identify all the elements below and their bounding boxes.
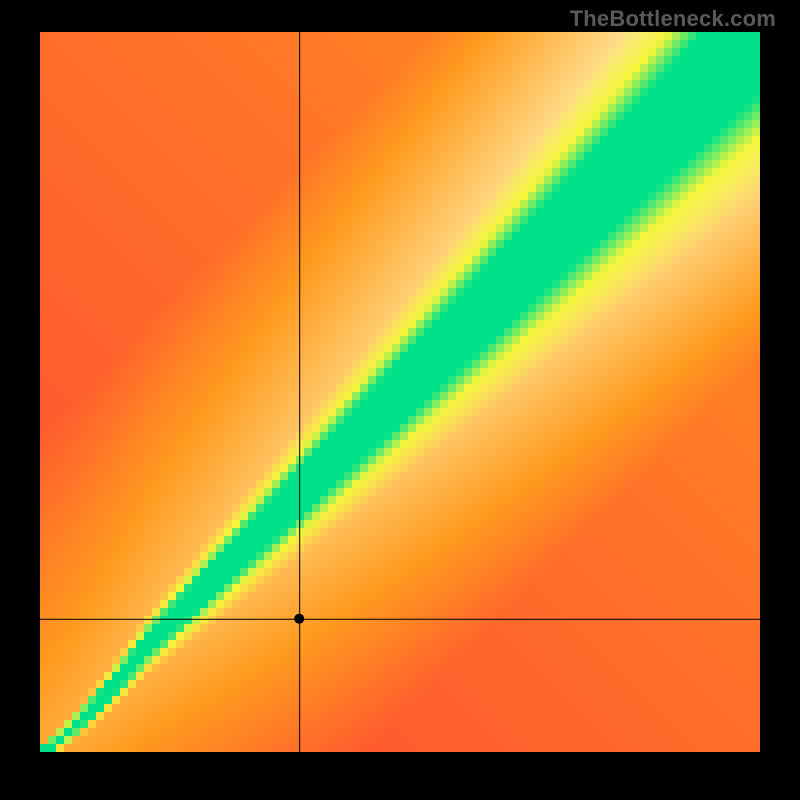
bottleneck-heatmap: [40, 32, 760, 752]
figure-container: TheBottleneck.com: [0, 0, 800, 800]
watermark-text: TheBottleneck.com: [570, 6, 776, 32]
